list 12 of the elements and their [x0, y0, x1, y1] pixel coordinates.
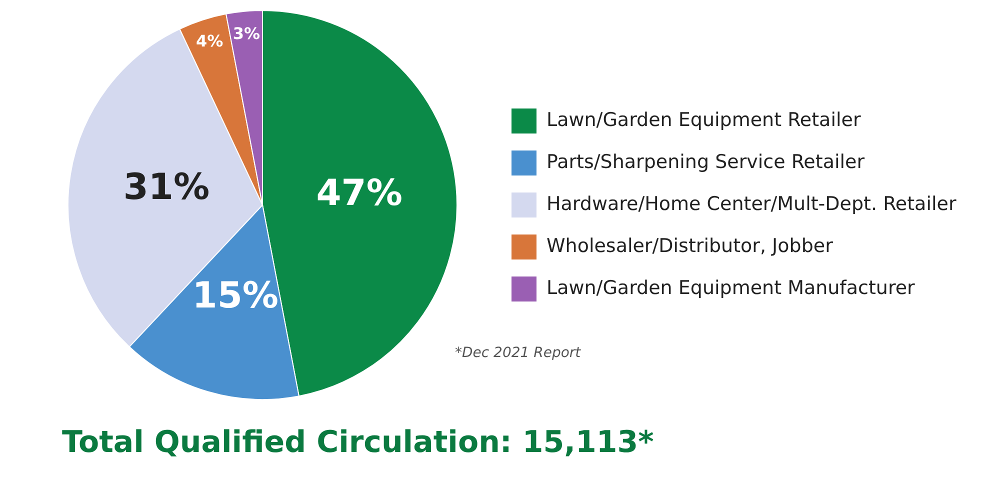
legend-label: Wholesaler/Distributor, Jobber — [546, 234, 834, 257]
data-label: 3% — [232, 24, 260, 43]
data-label: 15% — [192, 276, 278, 317]
data-label: 47% — [316, 173, 402, 214]
legend-label: Parts/Sharpening Service Retailer — [546, 150, 865, 173]
data-label: 31% — [123, 167, 210, 208]
legend-label: Lawn/Garden Equipment Manufacturer — [546, 276, 916, 299]
text: *Dec 2021 Report — [455, 345, 581, 361]
legend-label: Lawn/Garden Equipment Retailer — [546, 108, 861, 131]
data-label: 4% — [196, 31, 224, 50]
legend-label: Hardware/Home Center/Mult-Dept. Retailer — [546, 192, 956, 215]
text: Total Qualified Circulation: 15,113* — [62, 425, 654, 460]
